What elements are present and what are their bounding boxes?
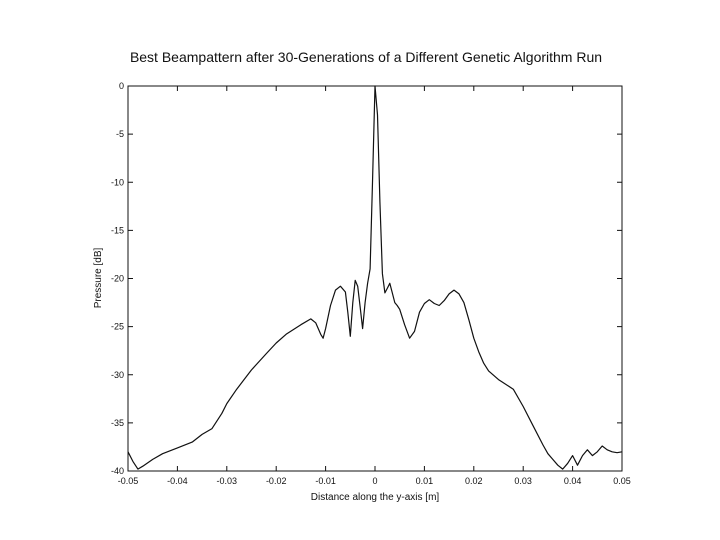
x-tick-label: 0.04 — [564, 476, 582, 486]
plot-area — [127, 85, 623, 472]
y-tick-label: -35 — [111, 418, 124, 428]
y-tick-label: -30 — [111, 370, 124, 380]
y-axis-label: Pressure [dB] — [93, 247, 104, 308]
series-line — [127, 85, 623, 470]
chart-title: Best Beampattern after 30-Generations of… — [130, 49, 602, 65]
series-layer — [127, 85, 623, 470]
y-tick-label: -10 — [111, 177, 124, 187]
y-tick-label: -5 — [116, 129, 124, 139]
x-tick-label: 0.03 — [514, 476, 532, 486]
x-tick-label: 0.02 — [465, 476, 483, 486]
y-tick-label: -40 — [111, 466, 124, 476]
x-tick-label: 0.05 — [613, 476, 631, 486]
x-tick-label: 0 — [372, 476, 377, 486]
x-tick-label: -0.05 — [118, 476, 139, 486]
x-axis: -0.05 -0.04 -0.03 -0.02 -0.01 0 0.01 0.02 0.03 0.… — [118, 86, 631, 486]
x-tick-label: 0.01 — [416, 476, 434, 486]
x-tick-label: -0.02 — [266, 476, 287, 486]
y-tick-label: 0 — [119, 81, 124, 91]
x-tick-label: -0.03 — [217, 476, 238, 486]
x-tick-label: -0.01 — [315, 476, 336, 486]
y-tick-label: -20 — [111, 274, 124, 284]
y-tick-label: -15 — [111, 225, 124, 235]
x-tick-label: -0.04 — [167, 476, 188, 486]
y-tick-label: -25 — [111, 322, 124, 332]
x-axis-label: Distance along the y-axis [m] — [311, 492, 440, 503]
y-axis: 0 -5 -10 -15 -20 -25 -30 -35 -40 — [111, 81, 622, 476]
